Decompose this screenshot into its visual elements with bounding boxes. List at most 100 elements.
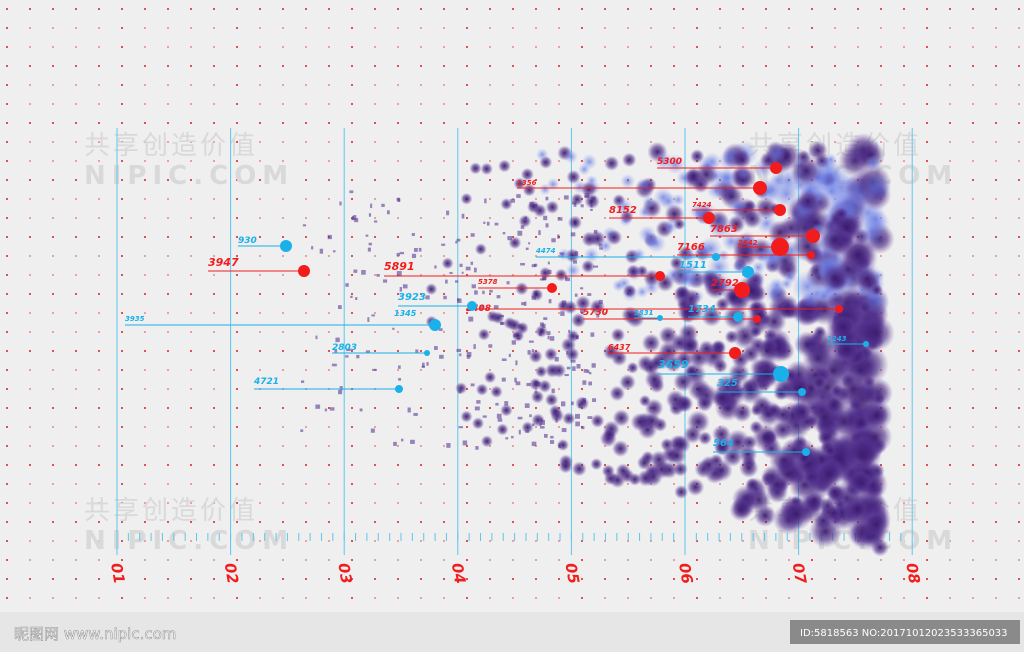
grid-dot	[351, 122, 353, 124]
grid-dot	[903, 521, 905, 523]
grid-dot	[788, 331, 790, 333]
grid-dot	[6, 369, 8, 371]
grid-dot	[98, 103, 100, 105]
particle	[335, 337, 340, 343]
grid-dot	[259, 160, 261, 162]
grid-dot	[558, 8, 560, 10]
grid-dot	[512, 445, 514, 447]
grid-dot	[6, 217, 8, 219]
grid-dot	[213, 426, 215, 428]
callout-label: 1734	[688, 304, 716, 315]
grid-dot	[742, 65, 744, 67]
grid-dot	[788, 540, 790, 542]
grid-dot	[52, 179, 54, 181]
grid-dot	[949, 236, 951, 238]
grid-dot	[29, 179, 31, 181]
grid-dot	[236, 198, 238, 200]
grid-dot	[903, 369, 905, 371]
particle	[533, 203, 547, 218]
particle	[557, 248, 571, 261]
grid-dot	[328, 369, 330, 371]
grid-dot	[98, 293, 100, 295]
grid-dot	[512, 426, 514, 428]
grid-dot	[29, 84, 31, 86]
grid-dot	[673, 521, 675, 523]
particle	[353, 215, 357, 220]
particle	[778, 302, 797, 321]
grid-dot	[995, 483, 997, 485]
grid-dot	[52, 122, 54, 124]
grid-dot	[949, 141, 951, 143]
grid-dot	[535, 483, 537, 485]
grid-dot	[167, 521, 169, 523]
particle	[854, 266, 880, 292]
particle	[371, 314, 375, 317]
grid-dot	[627, 426, 629, 428]
particle	[546, 331, 551, 336]
grid-dot	[443, 540, 445, 542]
particle	[459, 263, 463, 268]
grid-dot	[972, 407, 974, 409]
particle	[425, 295, 430, 300]
particle	[525, 247, 529, 251]
particle	[522, 183, 536, 197]
grid-dot	[972, 84, 974, 86]
grid-dot	[351, 483, 353, 485]
grid-dot	[420, 350, 422, 352]
grid-dot	[75, 426, 77, 428]
grid-dot	[466, 84, 468, 86]
grid-dot	[972, 312, 974, 314]
grid-dot	[972, 141, 974, 143]
grid-dot	[167, 578, 169, 580]
grid-dot	[190, 312, 192, 314]
grid-dot	[259, 293, 261, 295]
particle	[545, 196, 549, 201]
grid-dot	[213, 46, 215, 48]
grid-dot	[443, 426, 445, 428]
grid-dot	[75, 464, 77, 466]
grid-dot	[650, 312, 652, 314]
grid-dot	[1018, 483, 1020, 485]
particle	[819, 262, 851, 294]
grid-dot	[98, 217, 100, 219]
grid-dot	[949, 597, 951, 599]
grid-dot	[903, 236, 905, 238]
particle	[455, 382, 468, 395]
particle	[376, 274, 380, 277]
particle	[545, 200, 560, 214]
grid-dot	[627, 84, 629, 86]
grid-dot	[282, 84, 284, 86]
grid-dot	[98, 597, 100, 599]
callout-label: 5730	[583, 308, 608, 318]
grid-dot	[466, 179, 468, 181]
particle	[596, 313, 600, 318]
grid-dot	[765, 27, 767, 29]
grid-dot	[443, 103, 445, 105]
grid-dot	[98, 255, 100, 257]
grid-dot	[834, 46, 836, 48]
particle	[324, 408, 328, 412]
grid-dot	[489, 179, 491, 181]
grid-dot	[466, 331, 468, 333]
callout-dot	[806, 229, 820, 243]
particle	[413, 247, 418, 252]
grid-dot	[466, 445, 468, 447]
grid-dot	[696, 236, 698, 238]
particle	[571, 461, 587, 477]
grid-dot	[213, 369, 215, 371]
grid-dot	[995, 198, 997, 200]
grid-dot	[926, 103, 928, 105]
grid-dot	[581, 103, 583, 105]
grid-dot	[972, 27, 974, 29]
particle	[302, 224, 307, 227]
grid-dot	[98, 445, 100, 447]
grid-dot	[98, 331, 100, 333]
grid-dot	[903, 559, 905, 561]
particle	[701, 305, 723, 327]
grid-dot	[52, 8, 54, 10]
particle	[466, 355, 471, 359]
particle	[654, 151, 673, 170]
grid-dot	[466, 407, 468, 409]
grid-dot	[949, 502, 951, 504]
grid-dot	[52, 217, 54, 219]
